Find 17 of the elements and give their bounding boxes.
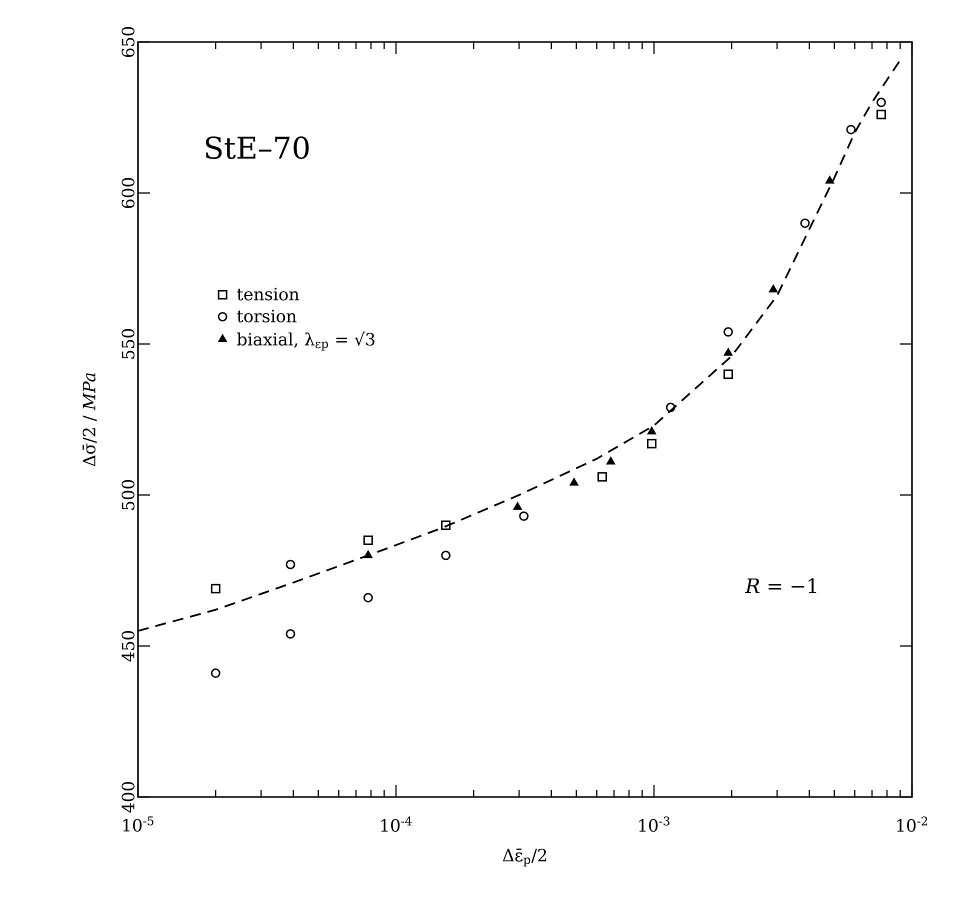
y-tick-label: 500 — [122, 480, 134, 510]
y-tick-label: 600 — [122, 178, 134, 208]
y-tick-label: 400 — [122, 782, 134, 813]
y-axis-title: Δσ̄/2 / MPa — [82, 373, 97, 466]
legend-label: biaxial, λ$_{εp}$ = √3 — [237, 332, 374, 350]
x-tick-label: 10$^{-5}$ — [123, 816, 154, 832]
x-tick-label: 10$^{-2}$ — [897, 816, 928, 832]
x-tick-label: 10$^{-3}$ — [639, 816, 670, 832]
y-tick-label: 550 — [122, 328, 134, 359]
y-tick-label: 450 — [122, 630, 134, 662]
annotation: StE–70 — [206, 136, 309, 159]
legend-label: tension — [237, 288, 300, 300]
x-tick-label: 10$^{-4}$ — [381, 816, 412, 832]
annotation: R = −1 — [744, 578, 816, 593]
legend-label: torsion — [237, 310, 296, 322]
x-axis-title: Δε̄$_{p}$/2 — [502, 848, 546, 866]
y-tick-label: 650 — [122, 26, 134, 58]
